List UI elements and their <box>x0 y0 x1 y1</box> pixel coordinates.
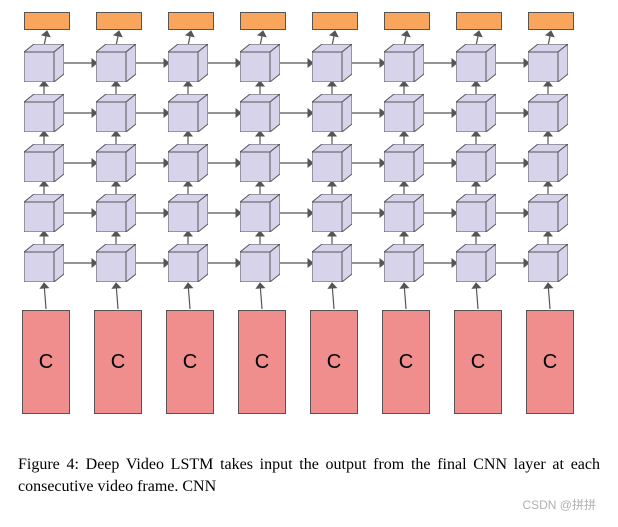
lstm-cell <box>240 194 280 232</box>
cnn-block: C <box>382 310 430 414</box>
cnn-block: C <box>238 310 286 414</box>
cnn-block: C <box>454 310 502 414</box>
lstm-cell <box>456 144 496 182</box>
lstm-cell <box>24 94 64 132</box>
lstm-cell <box>312 44 352 82</box>
lstm-cell <box>240 144 280 182</box>
lstm-cell <box>456 244 496 282</box>
lstm-cell <box>312 244 352 282</box>
lstm-cell <box>24 194 64 232</box>
lstm-cell <box>240 94 280 132</box>
lstm-cell <box>312 94 352 132</box>
lstm-cell <box>168 244 208 282</box>
lstm-cell <box>168 144 208 182</box>
watermark-text: CSDN @拼拼 <box>522 496 596 513</box>
lstm-cell <box>384 144 424 182</box>
cnn-block: C <box>166 310 214 414</box>
lstm-cell <box>240 244 280 282</box>
cnn-block: C <box>310 310 358 414</box>
lstm-cell <box>528 144 568 182</box>
lstm-cell <box>456 94 496 132</box>
lstm-cell <box>384 244 424 282</box>
lstm-cell <box>528 94 568 132</box>
lstm-cell <box>168 194 208 232</box>
lstm-cell <box>384 94 424 132</box>
lstm-cell <box>168 94 208 132</box>
output-rect <box>168 12 214 30</box>
cnn-block: C <box>22 310 70 414</box>
lstm-cell <box>312 194 352 232</box>
lstm-cell <box>456 194 496 232</box>
lstm-cell <box>528 44 568 82</box>
output-rect <box>384 12 430 30</box>
lstm-cell <box>384 44 424 82</box>
lstm-cell <box>456 44 496 82</box>
lstm-cell <box>24 244 64 282</box>
lstm-cell <box>96 94 136 132</box>
output-rect <box>528 12 574 30</box>
output-rect <box>456 12 502 30</box>
lstm-cell <box>312 144 352 182</box>
lstm-cell <box>96 244 136 282</box>
lstm-cell <box>168 44 208 82</box>
cnn-block: C <box>94 310 142 414</box>
output-rect <box>96 12 142 30</box>
output-rect <box>240 12 286 30</box>
lstm-cell <box>528 244 568 282</box>
output-rect <box>24 12 70 30</box>
cnn-block: C <box>526 310 574 414</box>
lstm-cell <box>240 44 280 82</box>
lstm-cell <box>24 144 64 182</box>
lstm-diagram: CCCCCCCC <box>0 0 618 440</box>
lstm-cell <box>528 194 568 232</box>
lstm-cell <box>96 194 136 232</box>
lstm-cell <box>384 194 424 232</box>
output-rect <box>312 12 358 30</box>
lstm-cell <box>96 144 136 182</box>
lstm-cell <box>96 44 136 82</box>
lstm-cell <box>24 44 64 82</box>
